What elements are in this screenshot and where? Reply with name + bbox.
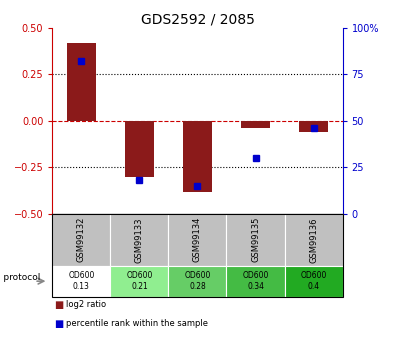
Text: GSM99136: GSM99136: [309, 217, 318, 263]
Text: percentile rank within the sample: percentile rank within the sample: [66, 319, 208, 328]
Bar: [241, 121, 270, 128]
Text: GSM99135: GSM99135: [251, 217, 260, 263]
Text: GSM99133: GSM99133: [135, 217, 144, 263]
Text: OD600
0.13: OD600 0.13: [68, 272, 95, 291]
Bar: [299, 121, 328, 132]
Title: GDS2592 / 2085: GDS2592 / 2085: [141, 12, 254, 27]
Text: OD600
0.4: OD600 0.4: [300, 272, 327, 291]
Bar: [67, 42, 96, 121]
Text: OD600
0.34: OD600 0.34: [242, 272, 269, 291]
Bar: [125, 121, 154, 177]
Text: GSM99132: GSM99132: [77, 217, 86, 263]
Text: ■: ■: [54, 319, 64, 329]
Text: growth protocol: growth protocol: [0, 273, 40, 282]
Text: OD600
0.28: OD600 0.28: [184, 272, 211, 291]
Text: ■: ■: [54, 300, 64, 310]
Text: log2 ratio: log2 ratio: [66, 300, 106, 309]
Bar: [183, 121, 212, 191]
Text: OD600
0.21: OD600 0.21: [126, 272, 153, 291]
Text: GSM99134: GSM99134: [193, 217, 202, 263]
